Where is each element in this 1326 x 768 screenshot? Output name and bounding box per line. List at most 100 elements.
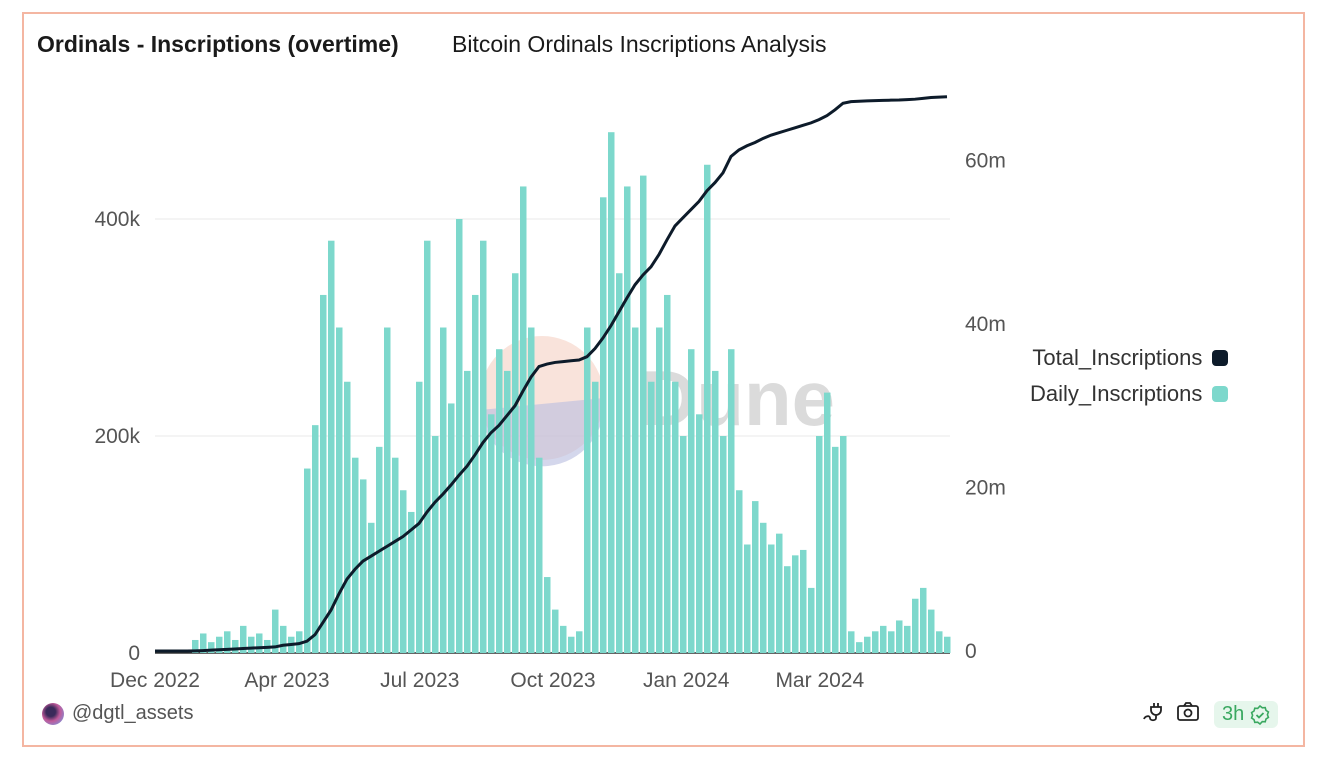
daily-inscriptions-bar xyxy=(464,370,471,653)
daily-inscriptions-bar xyxy=(352,457,359,653)
daily-inscriptions-bar xyxy=(272,609,279,653)
daily-inscriptions-bar xyxy=(544,577,551,653)
daily-inscriptions-bar xyxy=(552,609,559,653)
y-left-tick-label: 400k xyxy=(94,208,140,231)
x-tick-label: Jul 2023 xyxy=(380,669,459,692)
daily-inscriptions-bar xyxy=(648,381,655,653)
daily-inscriptions-bar xyxy=(536,457,543,653)
freshness-badge[interactable]: 3h xyxy=(1214,701,1279,728)
daily-inscriptions-bar xyxy=(432,436,439,653)
freshness-text: 3h xyxy=(1222,703,1245,725)
daily-inscriptions-bar xyxy=(320,294,327,653)
total-inscriptions-line xyxy=(155,95,948,653)
legend-item-total[interactable]: Total_Inscriptions xyxy=(1030,340,1229,376)
daily-inscriptions-bar xyxy=(760,522,767,653)
daily-inscriptions-bar xyxy=(904,625,911,653)
x-tick-label: Mar 2024 xyxy=(775,669,864,692)
daily-inscriptions-bar xyxy=(752,501,759,653)
daily-inscriptions-bar xyxy=(928,609,935,653)
y-right-tick-label: 60m xyxy=(965,150,1006,173)
daily-inscriptions-bar xyxy=(592,381,599,653)
y-right-tick-label: 0 xyxy=(965,640,977,663)
daily-inscriptions-bar xyxy=(456,219,463,653)
daily-inscriptions-bar xyxy=(632,327,639,653)
daily-inscriptions-bar xyxy=(328,240,335,653)
daily-inscriptions-bar xyxy=(232,639,239,653)
chart-title: Ordinals - Inscriptions (overtime) xyxy=(37,31,399,57)
legend-swatch xyxy=(1212,350,1229,366)
daily-inscriptions-bar xyxy=(408,511,415,653)
daily-inscriptions-bar xyxy=(384,327,391,653)
dune-watermark: Dune xyxy=(480,336,835,467)
daily-inscriptions-bar xyxy=(400,490,407,653)
daily-inscriptions-bar xyxy=(728,349,735,653)
daily-inscriptions-bar xyxy=(200,633,207,653)
daily-inscriptions-bar xyxy=(496,349,503,653)
camera-icon[interactable] xyxy=(1176,701,1200,728)
x-tick-label: Apr 2023 xyxy=(244,669,329,692)
daily-inscriptions-bar xyxy=(784,566,791,653)
daily-inscriptions-bar xyxy=(912,598,919,653)
daily-inscriptions-bar xyxy=(888,631,895,653)
y-right-tick-label: 20m xyxy=(965,477,1006,500)
daily-inscriptions-bar xyxy=(688,349,695,653)
daily-inscriptions-bar xyxy=(816,436,823,653)
daily-inscriptions-bar xyxy=(216,636,223,653)
daily-inscriptions-bar xyxy=(208,642,215,653)
daily-inscriptions-bar xyxy=(360,479,367,653)
daily-inscriptions-bar xyxy=(776,533,783,653)
daily-inscriptions-bar xyxy=(568,636,575,653)
legend-swatch xyxy=(1212,386,1229,402)
daily-inscriptions-bar xyxy=(640,175,647,653)
daily-inscriptions-bar xyxy=(392,457,399,653)
y-right-tick-label: 40m xyxy=(965,313,1006,336)
daily-inscriptions-bar xyxy=(696,414,703,653)
daily-inscriptions-bar xyxy=(424,240,431,653)
daily-inscriptions-bar xyxy=(848,631,855,653)
plug-icon[interactable] xyxy=(1140,700,1162,729)
daily-inscriptions-bar xyxy=(864,636,871,653)
chart-card xyxy=(22,12,1305,747)
legend-item-daily[interactable]: Daily_Inscriptions xyxy=(1030,376,1229,412)
daily-inscriptions-bar xyxy=(704,164,711,653)
daily-inscriptions-bar xyxy=(336,327,343,653)
daily-inscriptions-bar xyxy=(520,186,527,653)
daily-inscriptions-bar xyxy=(936,631,943,653)
daily-inscriptions-bar xyxy=(680,436,687,653)
daily-inscriptions-bar xyxy=(440,327,447,653)
author-link[interactable]: @dgtl_assets xyxy=(42,702,193,725)
daily-inscriptions-bar xyxy=(712,370,719,653)
daily-inscriptions-bar xyxy=(672,381,679,653)
daily-inscriptions-bar xyxy=(528,327,535,653)
y-left-tick-label: 200k xyxy=(94,425,140,448)
daily-inscriptions-bar xyxy=(256,633,263,653)
daily-inscriptions-bar xyxy=(880,625,887,653)
daily-inscriptions-bar xyxy=(448,403,455,653)
daily-inscriptions-bar xyxy=(656,327,663,653)
daily-inscriptions-bar xyxy=(312,425,319,653)
daily-inscriptions-bar xyxy=(472,294,479,653)
daily-inscriptions-bar xyxy=(744,544,751,653)
chart-subtitle: Bitcoin Ordinals Inscriptions Analysis xyxy=(452,31,827,57)
avatar xyxy=(42,702,64,725)
footer-actions: 3h xyxy=(1140,700,1279,729)
daily-inscriptions-bar xyxy=(616,273,623,653)
daily-inscriptions-bar xyxy=(840,436,847,653)
x-tick-label: Dec 2022 xyxy=(110,669,200,692)
daily-inscriptions-bar xyxy=(344,381,351,653)
daily-inscriptions-bar xyxy=(896,620,903,653)
legend-label: Daily_Inscriptions xyxy=(1030,381,1203,406)
x-tick-label: Oct 2023 xyxy=(510,669,595,692)
daily-inscriptions-bar xyxy=(736,490,743,653)
daily-inscriptions-bar xyxy=(192,639,199,653)
daily-inscriptions-bar xyxy=(416,381,423,653)
watermark-circle-lower xyxy=(480,398,605,467)
daily-inscriptions-bar xyxy=(304,468,311,653)
daily-inscriptions-bar xyxy=(768,544,775,653)
daily-inscriptions-bar xyxy=(480,240,487,653)
daily-inscriptions-bar xyxy=(624,186,631,653)
daily-inscriptions-bar xyxy=(856,642,863,653)
daily-inscriptions-bar xyxy=(512,273,519,653)
daily-inscriptions-bar xyxy=(368,522,375,653)
